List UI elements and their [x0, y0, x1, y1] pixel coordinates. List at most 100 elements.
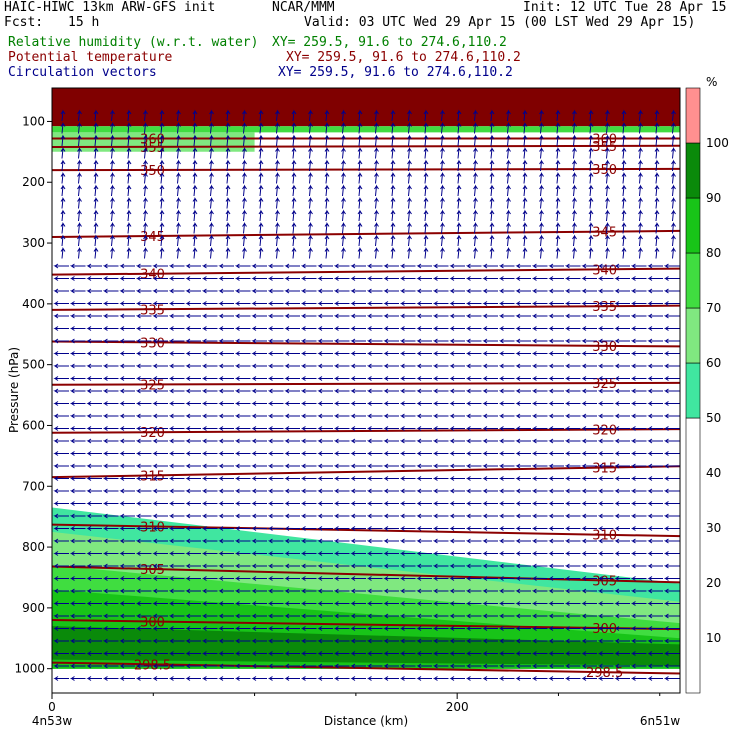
wind-vector: [432, 401, 449, 406]
wind-vector: [102, 638, 119, 644]
wind-vector: [201, 413, 218, 419]
wind-vector: [69, 676, 86, 681]
wind-vector: [399, 651, 416, 656]
wind-vector: [251, 613, 267, 619]
wind-vector: [201, 351, 218, 356]
wind-vector: [638, 247, 643, 259]
wind-vector: [449, 638, 465, 644]
colorbar-segment-70: [685, 252, 701, 309]
wind-vector: [647, 413, 663, 419]
wind-vector: [614, 301, 630, 306]
x-end-label: 6n51w: [640, 714, 681, 728]
wind-vector: [86, 488, 102, 494]
wind-vector: [423, 209, 429, 222]
wind-vector: [168, 526, 185, 531]
wind-vector: [234, 588, 251, 594]
wind-vector: [506, 109, 511, 122]
wind-vector: [588, 109, 594, 122]
wind-vector: [102, 288, 119, 294]
wind-vector: [564, 551, 581, 556]
wind-vector: [341, 234, 346, 247]
wind-vector: [482, 613, 498, 619]
wind-vector: [366, 376, 383, 381]
wind-vector: [383, 288, 399, 294]
wind-vector: [366, 526, 383, 531]
wind-vector: [159, 159, 165, 172]
wind-vector: [399, 326, 416, 331]
wind-vector: [102, 351, 119, 356]
wind-vector: [407, 159, 412, 172]
wind-vector: [366, 363, 383, 369]
wind-vector: [555, 247, 561, 259]
wind-vector: [69, 326, 86, 331]
wind-vector: [366, 613, 383, 619]
wind-vector: [119, 638, 135, 644]
wind-vector: [242, 109, 247, 122]
wind-vector: [300, 426, 317, 431]
pressure-tick-label: 600: [22, 418, 45, 432]
wind-vector: [176, 184, 181, 197]
wind-vector: [482, 576, 498, 581]
wind-vector: [449, 551, 465, 556]
wind-vector: [357, 197, 363, 209]
wind-vector: [473, 172, 478, 184]
wind-vector: [614, 401, 630, 406]
wind-vector: [647, 501, 663, 506]
wind-vector: [357, 234, 363, 247]
wind-vector: [234, 401, 251, 406]
wind-vector: [482, 463, 498, 469]
wind-vector: [564, 651, 581, 656]
wind-vector: [119, 488, 135, 494]
wind-vector: [498, 388, 515, 394]
wind-vector: [498, 363, 515, 369]
wind-vector: [308, 184, 313, 197]
wind-vector: [143, 172, 148, 184]
wind-vector: [317, 413, 333, 419]
wind-vector: [317, 338, 333, 344]
wind-vector: [119, 513, 135, 519]
wind-vector: [531, 651, 548, 656]
wind-vector: [308, 122, 313, 134]
wind-vector: [308, 222, 313, 234]
wind-vector: [663, 551, 680, 556]
wind-vector: [86, 651, 102, 656]
theta-label-335: 335: [592, 300, 617, 315]
wind-vector: [143, 197, 148, 209]
wind-vector: [218, 463, 234, 469]
wind-vector: [605, 184, 610, 197]
wind-vector: [201, 288, 218, 294]
wind-vector: [192, 197, 198, 209]
wind-vector: [69, 601, 86, 606]
wind-vector: [135, 338, 152, 344]
wind-vector: [456, 247, 462, 259]
wind-vector: [350, 388, 366, 394]
wind-vector: [126, 184, 132, 197]
wind-vector: [152, 576, 168, 581]
wind-vector: [201, 601, 218, 606]
wind-vector: [284, 263, 300, 269]
wind-vector: [416, 626, 432, 631]
wind-vector: [168, 351, 185, 356]
wind-vector: [324, 172, 330, 184]
wind-vector: [218, 526, 234, 531]
wind-vector: [93, 122, 99, 134]
wind-vector: [383, 576, 399, 581]
wind-vector: [242, 197, 247, 209]
wind-vector: [440, 247, 445, 259]
wind-vector: [77, 109, 82, 122]
wind-vector: [482, 263, 498, 269]
wind-vector: [498, 588, 515, 594]
wind-vector: [341, 209, 346, 222]
wind-vector: [432, 451, 449, 456]
colorbar-tick-label: 30: [706, 521, 721, 535]
wind-vector: [366, 663, 383, 669]
wind-vector: [399, 576, 416, 581]
wind-vector: [581, 338, 597, 344]
wind-vector: [192, 247, 198, 259]
wind-vector: [284, 463, 300, 469]
wind-vector: [597, 313, 614, 319]
wind-vector: [86, 263, 102, 269]
wind-vector: [251, 551, 267, 556]
wind-vector: [663, 288, 680, 294]
wind-vector: [201, 476, 218, 481]
